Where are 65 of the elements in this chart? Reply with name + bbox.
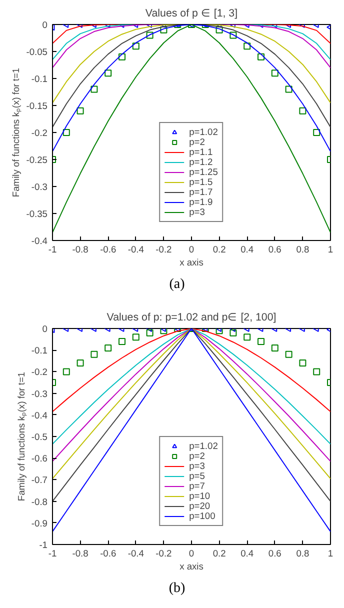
y-tick-label: -0.05 — [26, 47, 48, 57]
y-tick-label: -0.1 — [31, 346, 48, 356]
chart-title: Values of p ∈ [1, 3] — [145, 8, 238, 20]
x-tick-label: 1 — [328, 244, 334, 254]
y-axis-title: Family of functions kₚ(x) for t=1 — [11, 68, 22, 198]
legend-label: p=100 — [189, 511, 216, 521]
legend-label: p=1.7 — [189, 187, 213, 197]
x-tick-label: 0.2 — [212, 244, 226, 254]
y-tick-label: -0.1 — [31, 74, 48, 84]
y-tick-label: -0.9 — [31, 518, 48, 528]
legend-label: p=1.1 — [189, 147, 213, 157]
x-tick-label: 0.2 — [212, 548, 226, 558]
y-tick-label: -0.35 — [26, 209, 48, 219]
text: (a) — [169, 276, 185, 294]
x-tick-label: -0.6 — [100, 548, 116, 558]
x-axis-title: x axis — [180, 562, 204, 572]
text: (b) — [168, 580, 186, 598]
x-tick-label: -0.4 — [128, 244, 144, 254]
x-tick-label: 0.4 — [240, 548, 254, 558]
y-tick-label: -0.15 — [26, 101, 48, 111]
chart-title: Values of p: p=1.02 and p∈ [2, 100] — [106, 312, 276, 324]
legend-label: p=3 — [189, 207, 206, 217]
legend-label: p=7 — [189, 481, 206, 491]
legend-label: p=1.5 — [189, 177, 213, 187]
y-tick-label: -1 — [39, 540, 48, 550]
x-tick-label: -0.6 — [100, 244, 116, 254]
x-tick-label: -0.8 — [72, 548, 88, 558]
y-tick-label: -0.7 — [31, 475, 48, 486]
x-tick-label: 0 — [188, 244, 194, 254]
y-tick-label: 0 — [42, 324, 48, 334]
legend-label: p=2 — [189, 451, 206, 461]
x-tick-label: 0.6 — [268, 548, 282, 558]
legend-label: p=3 — [189, 461, 206, 471]
x-tick-label: 0.8 — [296, 548, 310, 558]
x-tick-label: -0.2 — [156, 244, 172, 254]
x-axis-title: x axis — [180, 258, 204, 268]
legend-label: p=2 — [189, 137, 206, 147]
legend-label: p=1.2 — [189, 157, 213, 167]
legend-label: p=1.25 — [189, 167, 218, 177]
y-tick-label: 0 — [42, 20, 48, 30]
y-tick-label: -0.6 — [31, 454, 48, 464]
x-tick-label: 0.8 — [296, 244, 310, 254]
y-tick-label: -0.2 — [31, 367, 48, 378]
legend-label: p=1.02 — [189, 441, 218, 451]
legend-label: p=20 — [189, 501, 210, 511]
y-tick-label: -0.4 — [31, 236, 48, 246]
legend-label: p=1.9 — [189, 197, 213, 207]
y-tick-label: -0.3 — [31, 388, 48, 399]
y-tick-label: -0.4 — [31, 410, 48, 420]
x-tick-label: 0.4 — [240, 244, 254, 254]
x-tick-label: 0 — [188, 548, 194, 558]
y-tick-label: -0.25 — [26, 155, 48, 165]
legend-label: p=10 — [189, 491, 210, 501]
y-tick-label: -0.8 — [31, 496, 48, 507]
y-axis-title: Family of functions kₚ(x) for t=1 — [16, 372, 28, 502]
x-tick-label: -0.4 — [128, 548, 144, 558]
x-tick-label: -0.8 — [72, 244, 88, 254]
y-tick-label: -0.3 — [31, 182, 48, 192]
y-tick-label: -0.5 — [31, 432, 48, 442]
y-tick-label: -0.2 — [31, 128, 48, 138]
legend-label: p=5 — [189, 471, 206, 481]
legend-label: p=1.02 — [189, 127, 218, 137]
x-tick-label: 0.6 — [268, 244, 282, 254]
x-tick-label: 1 — [328, 548, 334, 558]
x-tick-label: -0.2 — [156, 548, 172, 558]
